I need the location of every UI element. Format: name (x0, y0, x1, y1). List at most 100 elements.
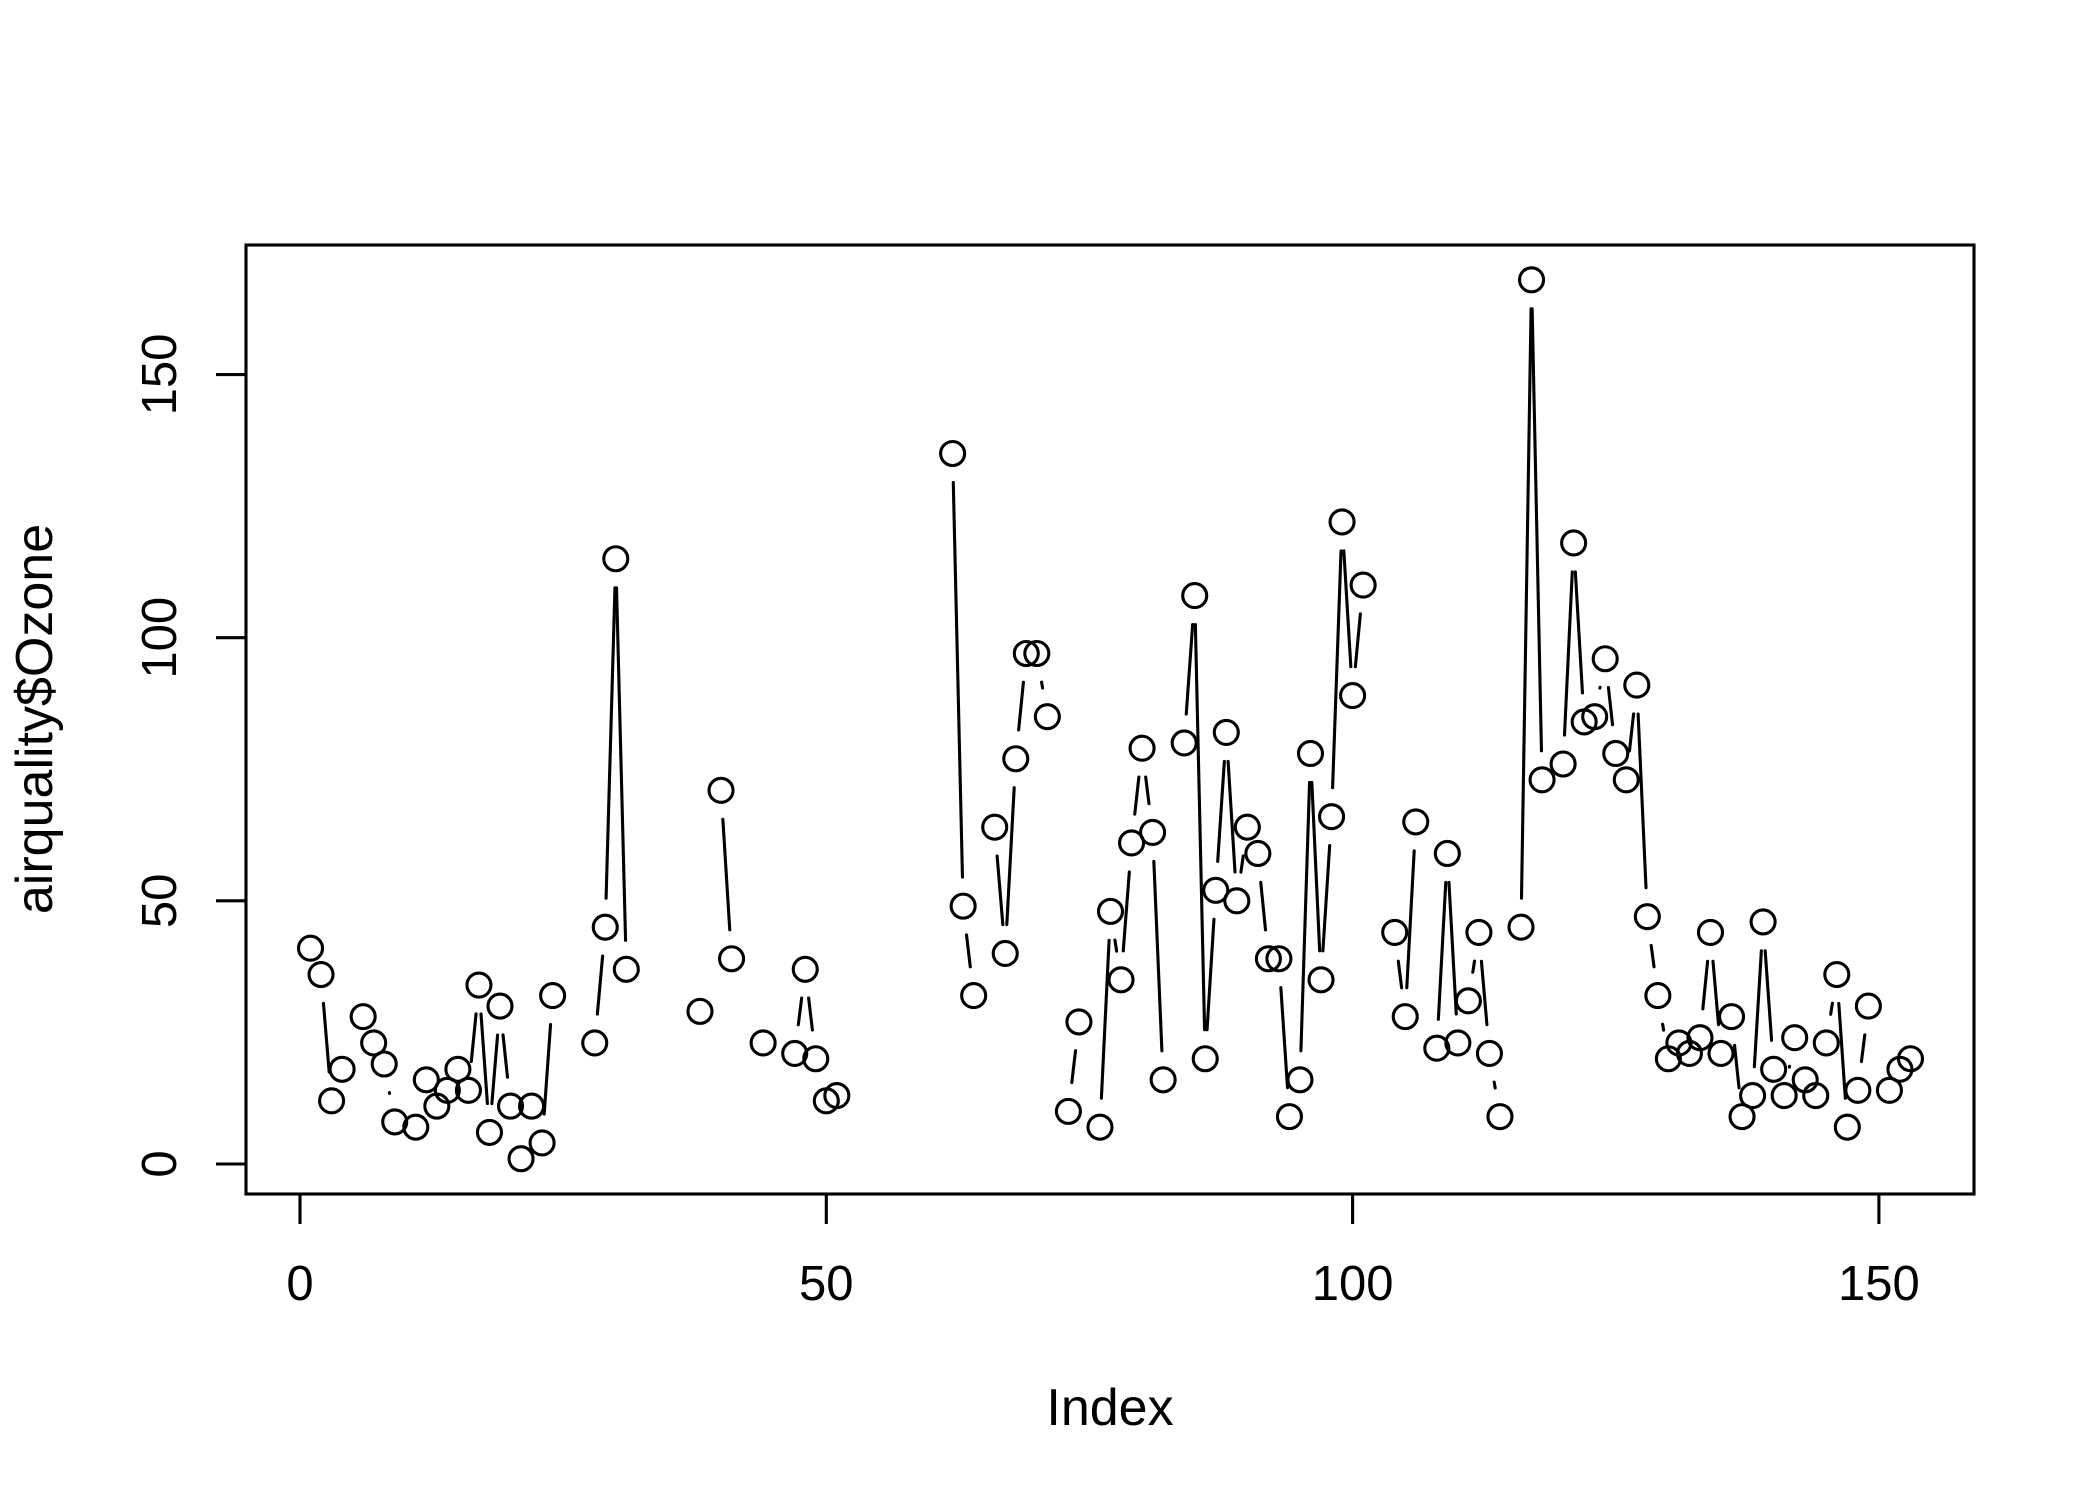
data-point (1265, 945, 1293, 973)
series-segment (1701, 959, 1710, 1011)
data-point (1423, 1034, 1451, 1062)
data-point (496, 1092, 525, 1120)
data-point (1802, 1082, 1830, 1110)
data-point (1402, 808, 1430, 836)
data-point (444, 1055, 472, 1083)
data-point (507, 1145, 535, 1173)
data-point (1602, 739, 1630, 768)
data-point (1581, 703, 1609, 731)
data-point (370, 1050, 398, 1078)
data-point (1023, 639, 1051, 668)
data-point (1644, 982, 1672, 1010)
data-point (1444, 1029, 1472, 1057)
data-point (1033, 703, 1061, 731)
data-point (433, 1076, 461, 1104)
data-point (591, 913, 619, 941)
series-segment (1636, 712, 1648, 890)
series-segment (1829, 1001, 1834, 1016)
data-point (802, 1045, 830, 1073)
series-segment (1310, 780, 1322, 953)
data-point (1728, 1103, 1756, 1131)
series-segment (490, 1033, 500, 1106)
series-segment (1299, 780, 1312, 1053)
data-point (486, 992, 514, 1020)
series-segment (1321, 844, 1332, 953)
data-point (1086, 1113, 1114, 1141)
data-point (981, 813, 1009, 841)
data-point (1275, 1103, 1303, 1131)
data-point (1517, 266, 1546, 294)
series-segment (1133, 775, 1141, 816)
series-segment (1239, 854, 1245, 874)
series-segment (1837, 1001, 1847, 1100)
data-point (1065, 1008, 1093, 1036)
data-point (1465, 918, 1493, 946)
data-point (949, 892, 977, 920)
series-segment (1573, 570, 1585, 695)
data-point (1054, 1097, 1082, 1125)
data-point (381, 1108, 409, 1136)
series-segment (1859, 1033, 1867, 1064)
series-segment (1144, 775, 1151, 806)
data-point (1139, 818, 1167, 846)
data-point (612, 955, 640, 983)
data-point (1475, 1039, 1503, 1068)
data-point (1875, 1076, 1903, 1104)
series-segment (1205, 917, 1216, 1032)
data-point (454, 1076, 482, 1104)
series-segment (951, 480, 965, 879)
x-axis-title: Index (1046, 1379, 1173, 1437)
data-point (823, 1082, 851, 1110)
data-point (1433, 839, 1461, 868)
series-segment (1005, 786, 1016, 927)
data-point (1107, 966, 1135, 994)
data-point (1328, 508, 1356, 536)
series-segment (1070, 1049, 1078, 1085)
x-axis-tick-label: 150 (1838, 1257, 1920, 1311)
data-point (1896, 1045, 1925, 1073)
series-segment (469, 1012, 478, 1064)
data-point (1560, 529, 1588, 557)
data-point (1381, 918, 1409, 946)
y-axis-tick-label: 0 (133, 1150, 187, 1177)
data-point (1349, 571, 1377, 599)
y-axis-title: airquality$Ozone (6, 524, 64, 914)
data-point (1823, 960, 1851, 989)
series-segment (1259, 880, 1268, 932)
series-segment (1342, 549, 1353, 669)
series-segment (479, 1012, 489, 1106)
series-segment (1396, 959, 1404, 990)
data-point (307, 960, 335, 989)
data-point (1781, 1024, 1809, 1052)
data-point (1844, 1076, 1872, 1104)
x-axis-tick-label: 100 (1312, 1257, 1394, 1311)
data-point (1012, 639, 1040, 668)
data-point (1612, 766, 1640, 794)
series-segment (1226, 759, 1237, 874)
data-point (1170, 729, 1198, 757)
data-point (1149, 1066, 1177, 1094)
data-point (360, 1029, 388, 1057)
data-point (402, 1113, 430, 1141)
series-segment (1530, 307, 1544, 753)
data-point (939, 439, 967, 468)
data-point (1339, 682, 1367, 710)
series-segment (595, 954, 605, 1016)
data-point (718, 945, 746, 973)
series-segment (1193, 623, 1207, 1032)
series-segment (1606, 686, 1615, 727)
series-segment (1479, 959, 1489, 1027)
series-segment (1661, 1022, 1666, 1032)
series-segment (1121, 870, 1131, 953)
data-point (707, 776, 735, 804)
data-point (686, 997, 714, 1025)
data-point (318, 1087, 346, 1115)
series-segment (1627, 712, 1636, 753)
series-segment (1492, 1080, 1497, 1090)
data-point (1696, 918, 1725, 946)
series-segment (1711, 959, 1721, 1027)
series-segment (1113, 938, 1119, 953)
series-segment (1099, 938, 1111, 1100)
